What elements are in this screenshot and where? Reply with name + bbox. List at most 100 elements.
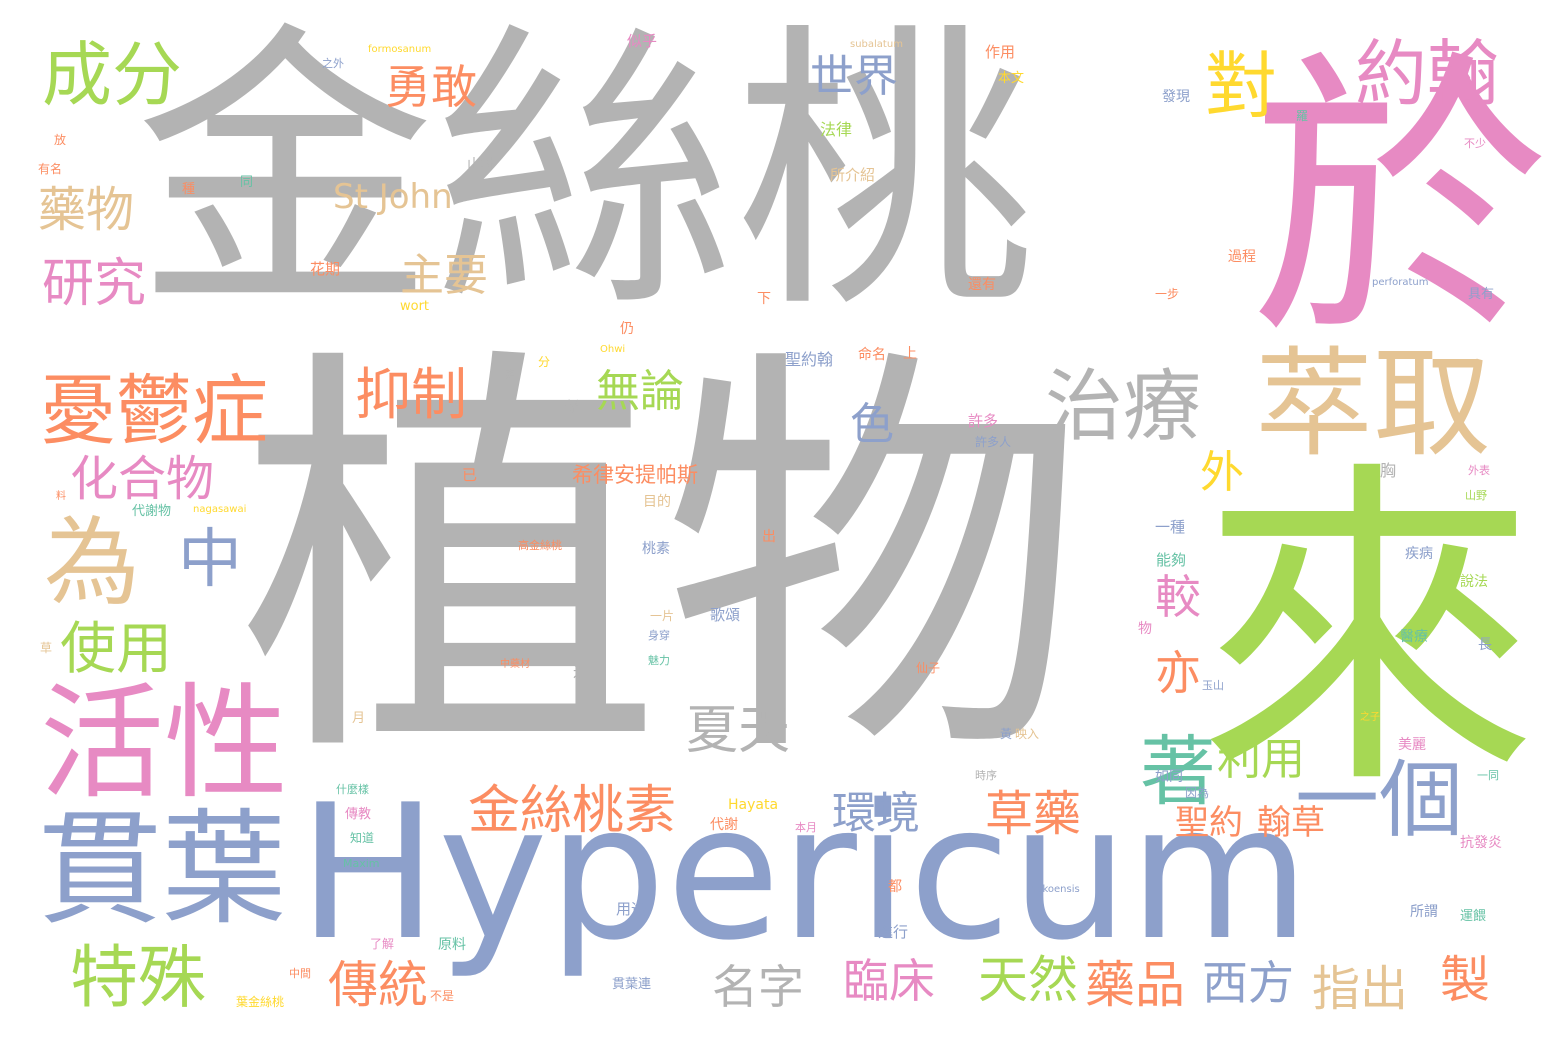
word: 外表 bbox=[1468, 464, 1490, 477]
word: 聖約翰 bbox=[785, 350, 834, 369]
word: 上 bbox=[903, 346, 917, 362]
word: 進行 bbox=[878, 923, 909, 941]
word: Hypericum bbox=[298, 764, 1310, 981]
word: 桃素 bbox=[642, 541, 670, 557]
word: 萃取 bbox=[1255, 335, 1492, 473]
word: 金絲桃素 bbox=[468, 781, 677, 841]
word: 對 bbox=[1205, 44, 1278, 128]
word: 分 bbox=[538, 355, 551, 369]
word: nagasawai bbox=[193, 504, 247, 515]
word: Hayata bbox=[728, 797, 779, 813]
word: subalatum bbox=[850, 39, 903, 50]
word: 已 bbox=[462, 466, 478, 484]
word: St John bbox=[333, 177, 453, 217]
word: 仙子 bbox=[916, 661, 941, 675]
word: 有名 bbox=[38, 162, 63, 176]
word: 黃 bbox=[1000, 727, 1013, 741]
word: 因為 bbox=[1185, 786, 1210, 800]
word: 具有 bbox=[1468, 287, 1495, 302]
word: 花期 bbox=[310, 260, 341, 278]
word: 一同 bbox=[1477, 769, 1499, 782]
word: formosanum bbox=[368, 44, 432, 55]
word: wort bbox=[400, 299, 430, 314]
word: 夏天 bbox=[686, 701, 791, 761]
word: 運餵 bbox=[1460, 909, 1487, 924]
word: 高金絲桃 bbox=[518, 539, 562, 552]
word: 研究 bbox=[42, 254, 147, 314]
word: 許多人 bbox=[975, 435, 1012, 449]
word: 身穿 bbox=[648, 629, 670, 642]
word: 一步 bbox=[1155, 287, 1180, 301]
word: 之外 bbox=[322, 57, 344, 70]
word: 山野 bbox=[1465, 489, 1487, 502]
word: 貫葉 bbox=[38, 798, 287, 942]
word: 中 bbox=[178, 523, 242, 597]
word: 本文 bbox=[998, 71, 1025, 86]
word: 代謝物 bbox=[132, 504, 172, 519]
word: 約翰 bbox=[1355, 32, 1500, 116]
word: 勇敢 bbox=[385, 60, 477, 114]
word: 傳教 bbox=[345, 807, 372, 822]
word: 植物 bbox=[238, 315, 1086, 809]
word: 西方 bbox=[1202, 956, 1294, 1010]
word: 外 bbox=[1200, 447, 1244, 498]
word: 過程 bbox=[1228, 249, 1256, 265]
word: 金絲桃 bbox=[135, 0, 1035, 348]
word: 同 bbox=[240, 175, 254, 190]
word: 什麼樣 bbox=[336, 783, 369, 796]
word: 更 bbox=[504, 367, 517, 381]
word: 還有 bbox=[968, 277, 996, 293]
word: 本月 bbox=[795, 821, 817, 834]
word: 似乎 bbox=[627, 32, 658, 50]
word: 化合物 bbox=[70, 451, 215, 507]
word: 近 bbox=[573, 663, 589, 681]
word: 製 bbox=[1440, 951, 1490, 1009]
word: 成分 bbox=[42, 34, 182, 116]
word: 玉山 bbox=[1202, 679, 1224, 692]
word: 臨床 bbox=[843, 954, 935, 1008]
word: 草 bbox=[40, 641, 53, 655]
word: 之子 bbox=[1360, 712, 1380, 723]
word: 許多 bbox=[968, 412, 999, 430]
word: 亦 bbox=[1155, 646, 1201, 700]
word: 不是 bbox=[430, 989, 455, 1003]
word: 知道 bbox=[350, 831, 375, 845]
word: 下 bbox=[757, 291, 771, 307]
word: 較 bbox=[1155, 570, 1201, 624]
word: 目的 bbox=[643, 494, 671, 510]
word: 無論 bbox=[596, 366, 684, 417]
word: 法律 bbox=[820, 120, 853, 139]
word: 代謝 bbox=[710, 817, 738, 833]
word: Maxim bbox=[343, 857, 380, 870]
word: 了解 bbox=[370, 937, 395, 951]
word: 山林 bbox=[467, 157, 495, 173]
word: 藥品 bbox=[1085, 956, 1185, 1014]
word: 一種 bbox=[1155, 518, 1186, 536]
word: 魅力 bbox=[648, 654, 670, 667]
word: 所謂 bbox=[1410, 904, 1438, 920]
word: 發現 bbox=[1162, 89, 1190, 105]
word: 用途 bbox=[616, 900, 647, 918]
word: 中間 bbox=[289, 967, 311, 980]
word: 傳統 bbox=[328, 956, 428, 1014]
word: 貫葉連 bbox=[612, 977, 652, 992]
word: 一個 bbox=[1295, 751, 1464, 849]
word: 草藥 bbox=[985, 786, 1082, 842]
word: Ohwi bbox=[600, 344, 626, 355]
word: 疾病 bbox=[1405, 546, 1433, 562]
word: 抑制 bbox=[355, 363, 467, 428]
word: 不少 bbox=[1464, 137, 1486, 150]
word: 美麗 bbox=[1398, 737, 1426, 753]
word: 放 bbox=[54, 133, 67, 147]
word: 仍 bbox=[620, 321, 634, 337]
word: 聖約 bbox=[1175, 803, 1243, 843]
word: 羅 bbox=[1296, 109, 1309, 123]
word: 料 bbox=[56, 491, 66, 502]
word: 治療 bbox=[1045, 362, 1202, 452]
word: nokoensis bbox=[1030, 884, 1080, 895]
word: 出 bbox=[762, 529, 776, 545]
word: 環境 bbox=[832, 788, 920, 839]
word: 歌頌 bbox=[710, 606, 741, 624]
word: 係 bbox=[565, 398, 581, 416]
